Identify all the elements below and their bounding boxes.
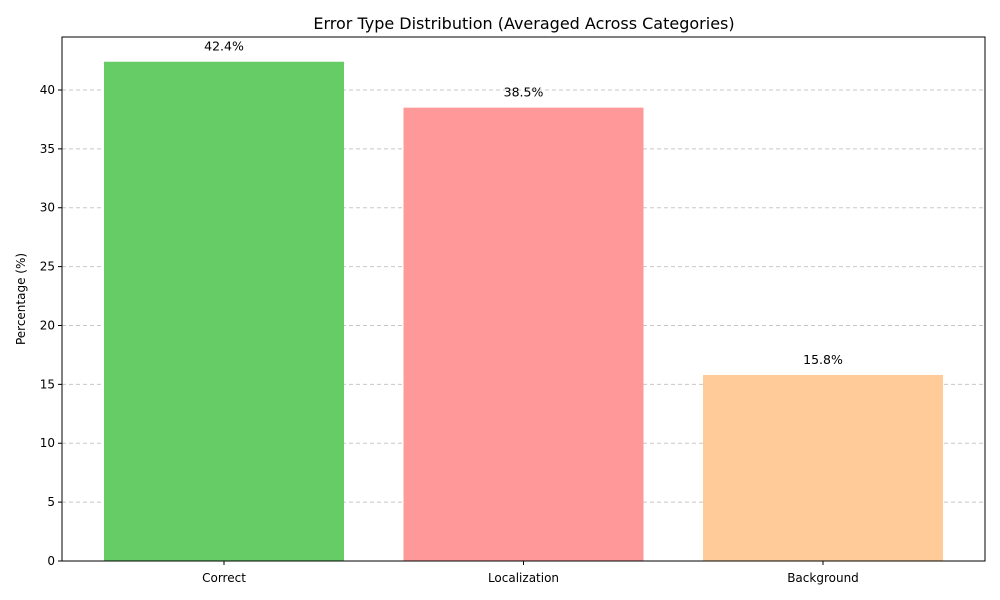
data-label: 38.5% [504,85,544,100]
y-tick-label: 5 [47,495,55,509]
y-tick-label: 35 [40,142,55,156]
y-tick-label: 40 [40,83,55,97]
x-tick-label: Background [787,571,859,585]
chart-title: Error Type Distribution (Averaged Across… [313,14,734,33]
y-axis-label: Percentage (%) [14,253,28,345]
data-labels: 42.4% 38.5% 15.8% [204,39,843,367]
x-tick-label: Localization [488,571,559,585]
x-tick-label: Correct [202,571,246,585]
data-label: 42.4% [204,39,244,54]
x-axis: Correct Localization Background [202,561,859,585]
y-tick-label: 30 [40,201,55,215]
y-tick-label: 10 [40,436,55,450]
bars [104,61,943,562]
y-tick-label: 0 [47,554,55,568]
bar-correct [104,61,344,561]
y-tick-label: 20 [40,318,55,332]
bar-localization [403,107,644,562]
y-tick-label: 15 [40,377,55,391]
data-label: 15.8% [803,352,843,367]
bar-background [703,374,943,561]
y-tick-label: 25 [40,260,55,274]
y-axis: 0 5 10 15 20 25 30 35 40 [40,83,62,568]
